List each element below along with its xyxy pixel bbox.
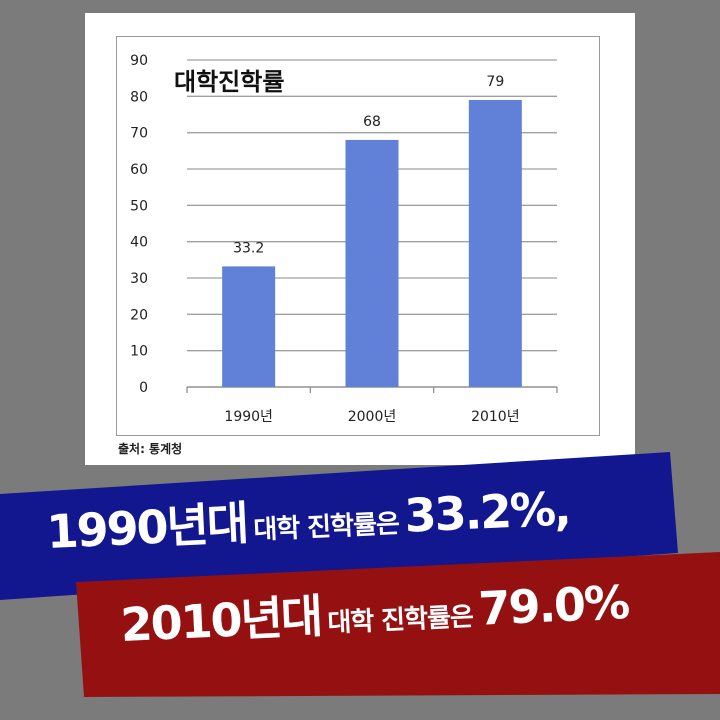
y-tick-label: 30 [130, 271, 148, 287]
x-tick-label: 1990년 [224, 409, 273, 425]
y-tick-label: 0 [139, 380, 148, 396]
y-tick-label: 40 [130, 235, 148, 251]
y-tick-label: 60 [130, 162, 148, 178]
headline-year: 1990년대 [45, 495, 249, 560]
y-tick-label: 80 [130, 89, 148, 105]
data-label: 33.2 [233, 240, 264, 256]
y-tick-label: 20 [130, 307, 148, 323]
y-tick-label: 70 [130, 126, 148, 142]
bar [222, 266, 276, 387]
headline-middle: 대학 진학률은 [326, 602, 474, 639]
headline-middle: 대학 진학률은 [252, 509, 400, 546]
headline-value: 79.0% [477, 575, 630, 636]
x-tick-label: 2000년 [348, 409, 397, 425]
y-tick-label: 50 [130, 198, 148, 214]
data-label: 68 [363, 114, 381, 130]
bar [468, 99, 522, 387]
y-tick-label: 90 [130, 53, 148, 69]
chart-frame [116, 36, 600, 436]
headline-value: 33.2%, [403, 481, 571, 543]
x-tick-label: 2010년 [471, 409, 520, 425]
y-tick-label: 10 [130, 344, 148, 360]
data-label: 79 [486, 74, 504, 90]
chart-source: 출처: 통계청 [118, 442, 183, 456]
headline-year: 2010년대 [119, 588, 323, 653]
bar [345, 139, 399, 387]
chart-title: 대학진학률 [174, 68, 284, 96]
